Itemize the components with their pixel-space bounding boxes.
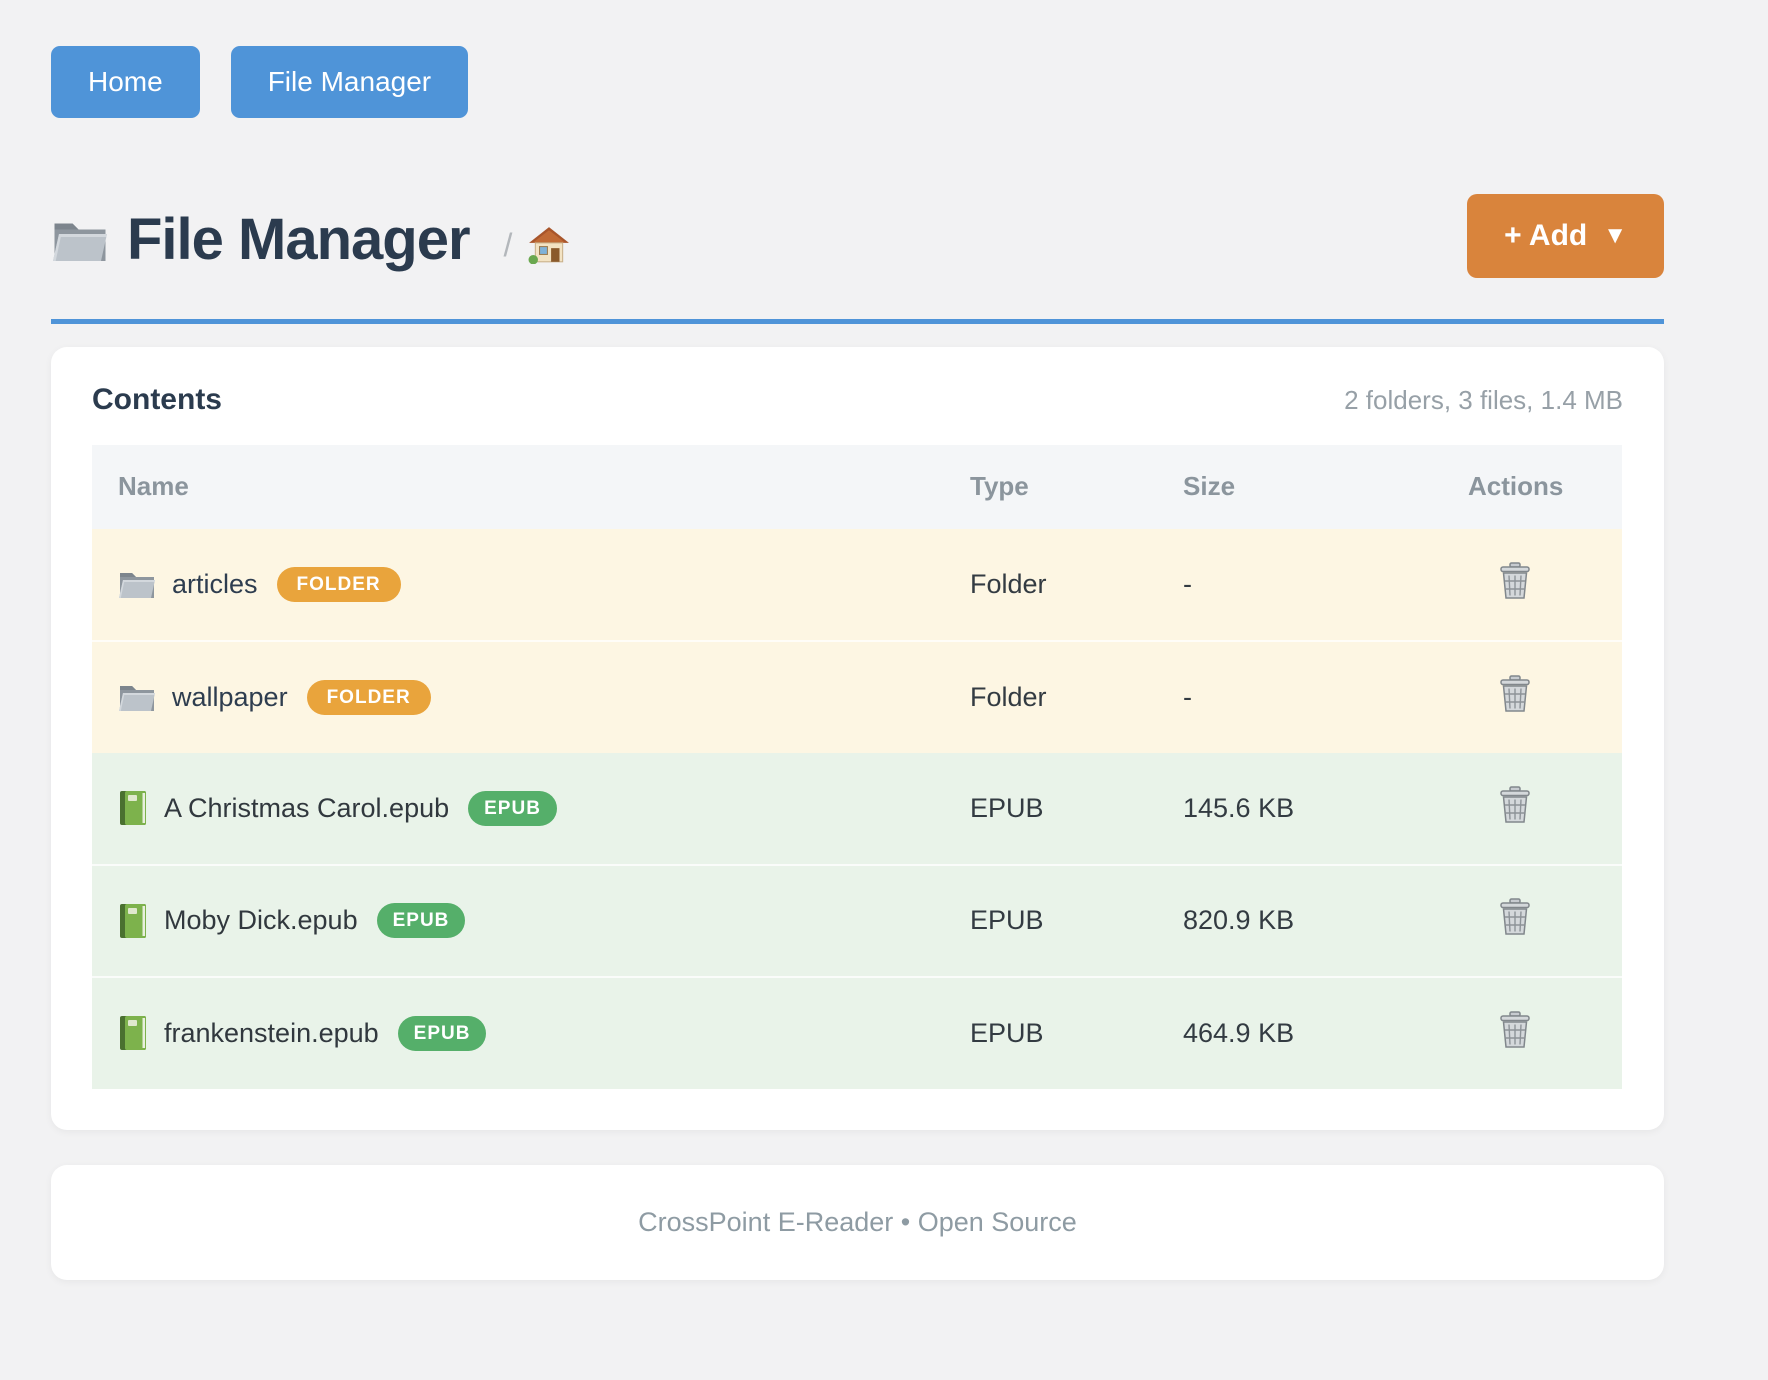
delete-button[interactable]	[1498, 1011, 1532, 1049]
file-manager-button[interactable]: File Manager	[231, 46, 468, 118]
type-badge: EPUB	[398, 1016, 487, 1051]
table-row: wallpaper FOLDER Folder -	[92, 641, 1622, 753]
entry-name-link[interactable]: wallpaper	[172, 682, 288, 713]
breadcrumb-home-icon[interactable]	[528, 226, 570, 264]
entry-name-link[interactable]: frankenstein.epub	[164, 1018, 379, 1049]
size-cell: 820.9 KB	[1183, 865, 1468, 977]
contents-heading: Contents	[92, 383, 222, 417]
entry-name-link[interactable]: articles	[172, 569, 258, 600]
table-row: frankenstein.epub EPUB EPUB 464.9 KB	[92, 977, 1622, 1089]
column-header-size: Size	[1183, 445, 1468, 529]
contents-card: Contents 2 folders, 3 files, 1.4 MB Name…	[51, 347, 1664, 1130]
type-badge: FOLDER	[277, 567, 401, 602]
file-manager-page: Home File Manager File Manager /	[0, 0, 1768, 1380]
size-cell: 145.6 KB	[1183, 753, 1468, 865]
footer-text: CrossPoint E-Reader • Open Source	[638, 1207, 1077, 1238]
table-row: articles FOLDER Folder -	[92, 529, 1622, 641]
size-cell: -	[1183, 641, 1468, 753]
book-icon	[118, 1015, 148, 1051]
footer: CrossPoint E-Reader • Open Source	[51, 1165, 1664, 1280]
column-header-type: Type	[970, 445, 1183, 529]
files-table: Name Type Size Actions	[92, 445, 1622, 1089]
delete-button[interactable]	[1498, 562, 1532, 600]
page-header: File Manager / + Add ▼	[51, 192, 1664, 288]
table-header-row: Name Type Size Actions	[92, 445, 1622, 529]
title-underline	[51, 319, 1664, 324]
delete-button[interactable]	[1498, 675, 1532, 713]
folder-icon	[118, 681, 156, 713]
type-cell: EPUB	[970, 753, 1183, 865]
entry-name-link[interactable]: A Christmas Carol.epub	[164, 793, 449, 824]
folder-icon	[51, 216, 109, 264]
caret-down-icon: ▼	[1603, 222, 1627, 250]
type-cell: EPUB	[970, 865, 1183, 977]
table-row: Moby Dick.epub EPUB EPUB 820.9 KB	[92, 865, 1622, 977]
delete-button[interactable]	[1498, 898, 1532, 936]
type-cell: Folder	[970, 641, 1183, 753]
column-header-actions: Actions	[1468, 445, 1622, 529]
home-button[interactable]: Home	[51, 46, 200, 118]
size-cell: 464.9 KB	[1183, 977, 1468, 1089]
page-title: File Manager	[127, 206, 470, 273]
type-badge: FOLDER	[307, 680, 431, 715]
folder-icon	[118, 568, 156, 600]
type-badge: EPUB	[377, 903, 466, 938]
type-cell: Folder	[970, 529, 1183, 641]
table-row: A Christmas Carol.epub EPUB EPUB 145.6 K…	[92, 753, 1622, 865]
type-cell: EPUB	[970, 977, 1183, 1089]
book-icon	[118, 790, 148, 826]
top-nav: Home File Manager	[51, 0, 1664, 118]
book-icon	[118, 903, 148, 939]
column-header-name: Name	[92, 445, 970, 529]
size-cell: -	[1183, 529, 1468, 641]
add-button-label: + Add	[1504, 219, 1587, 253]
type-badge: EPUB	[468, 791, 557, 826]
contents-summary: 2 folders, 3 files, 1.4 MB	[1344, 385, 1623, 416]
entry-name-link[interactable]: Moby Dick.epub	[164, 905, 358, 936]
add-button[interactable]: + Add ▼	[1467, 194, 1664, 278]
breadcrumb-separator: /	[504, 227, 513, 264]
delete-button[interactable]	[1498, 786, 1532, 824]
